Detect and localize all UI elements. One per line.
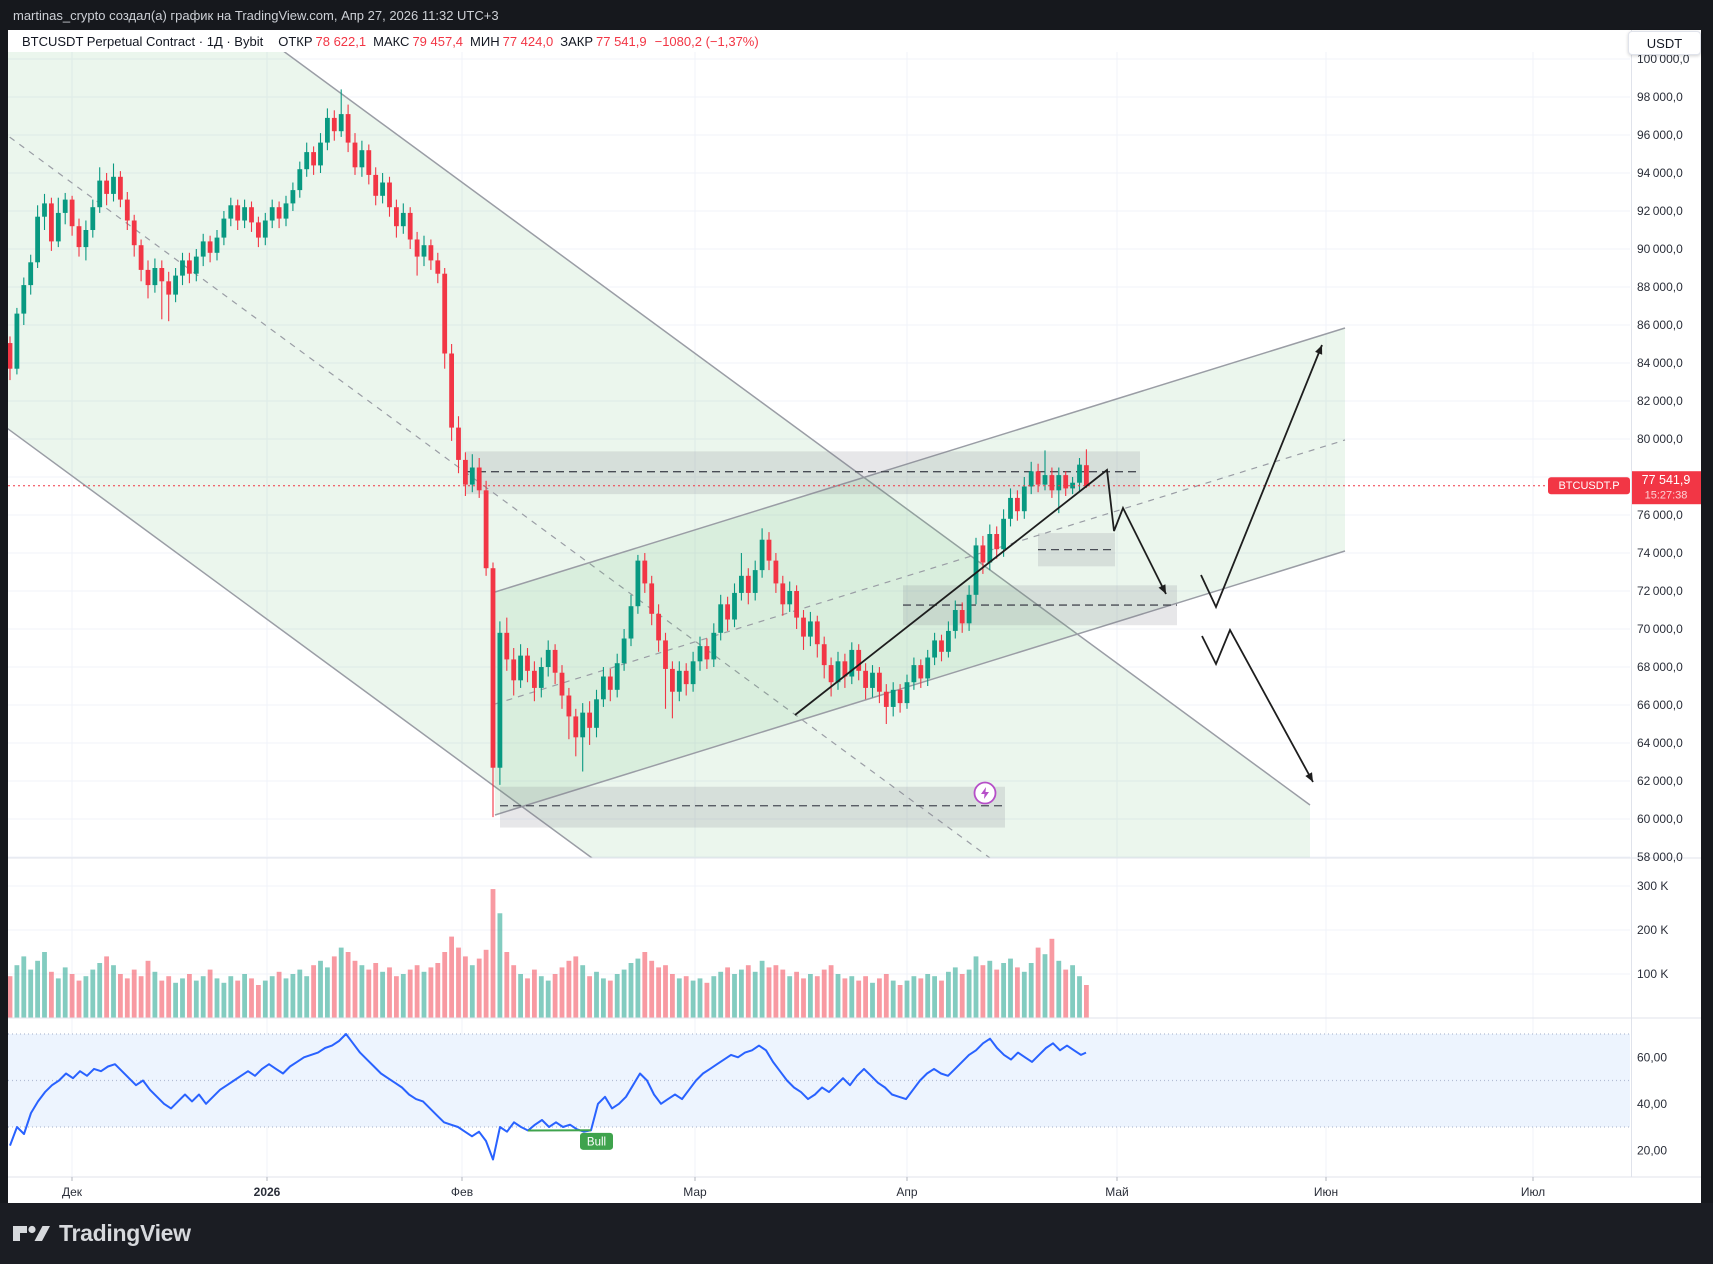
svg-text:60,00: 60,00 — [1637, 1050, 1667, 1064]
svg-text:Мар: Мар — [683, 1185, 707, 1199]
open-value: 78 622,1 — [315, 34, 367, 49]
svg-text:70 000,0: 70 000,0 — [1637, 622, 1683, 636]
svg-text:58 000,0: 58 000,0 — [1637, 850, 1683, 864]
tradingview-logo[interactable]: TradingView — [13, 1220, 191, 1247]
low-label: МИН — [470, 34, 500, 49]
svg-text:20,00: 20,00 — [1637, 1143, 1667, 1157]
svg-text:62 000,0: 62 000,0 — [1637, 774, 1683, 788]
svg-text:100 K: 100 K — [1637, 967, 1668, 981]
svg-text:100 000,0: 100 000,0 — [1637, 52, 1690, 66]
svg-text:90 000,0: 90 000,0 — [1637, 242, 1683, 256]
low-value: 77 424,0 — [502, 34, 554, 49]
svg-text:76 000,0: 76 000,0 — [1637, 508, 1683, 522]
price-axis-tag: 77 541,9 15:27:38 — [1632, 471, 1701, 505]
svg-text:77 541,9: 77 541,9 — [1642, 473, 1691, 487]
svg-text:80 000,0: 80 000,0 — [1637, 432, 1683, 446]
symbol-title[interactable]: BTCUSDT Perpetual Contract · 1Д · Bybit — [22, 34, 264, 49]
svg-text:98 000,0: 98 000,0 — [1637, 90, 1683, 104]
svg-text:2026: 2026 — [254, 1185, 281, 1199]
svg-text:94 000,0: 94 000,0 — [1637, 166, 1683, 180]
svg-text:Апр: Апр — [896, 1185, 918, 1199]
svg-text:Июл: Июл — [1521, 1185, 1545, 1199]
open-label: ОТКР — [278, 34, 313, 49]
svg-text:Фев: Фев — [451, 1185, 473, 1199]
svg-text:Июн: Июн — [1314, 1185, 1338, 1199]
svg-text:82 000,0: 82 000,0 — [1637, 394, 1683, 408]
change-value: −1080,2 (−1,37%) — [654, 34, 759, 49]
high-value: 79 457,4 — [412, 34, 464, 49]
svg-text:92 000,0: 92 000,0 — [1637, 204, 1683, 218]
tradingview-logo-icon — [13, 1225, 50, 1241]
svg-text:60 000,0: 60 000,0 — [1637, 812, 1683, 826]
flash-icon — [973, 781, 997, 805]
chart-card: Bull 100 000,0 98 000,0 96 000,0 94 000,0 92 … — [8, 30, 1701, 1203]
svg-text:66 000,0: 66 000,0 — [1637, 698, 1683, 712]
attribution-text: martinas_crypto создал(а) график на Trad… — [13, 7, 499, 23]
svg-text:200 K: 200 K — [1637, 923, 1668, 937]
svg-text:300 K: 300 K — [1637, 879, 1668, 893]
currency-button[interactable]: USDT — [1628, 31, 1701, 55]
close-value: 77 541,9 — [596, 34, 647, 49]
attribution-bar: martinas_crypto создал(а) график на Trad… — [0, 0, 1713, 30]
svg-text:86 000,0: 86 000,0 — [1637, 318, 1683, 332]
svg-text:40,00: 40,00 — [1637, 1097, 1667, 1111]
svg-text:15:27:38: 15:27:38 — [1645, 490, 1688, 502]
high-label: МАКС — [373, 34, 410, 49]
divergence-label: Bull — [580, 1132, 613, 1150]
bullish-projection-arrow — [1200, 344, 1323, 610]
footer: TradingView — [0, 1203, 1713, 1264]
svg-text:68 000,0: 68 000,0 — [1637, 660, 1683, 674]
svg-text:74 000,0: 74 000,0 — [1637, 546, 1683, 560]
svg-text:Bull: Bull — [587, 1136, 606, 1148]
chart-canvas[interactable]: Bull 100 000,0 98 000,0 96 000,0 94 000,0 92 … — [8, 30, 1701, 1203]
svg-text:72 000,0: 72 000,0 — [1637, 584, 1683, 598]
bearish-projection-arrow — [1201, 627, 1314, 783]
svg-text:84 000,0: 84 000,0 — [1637, 356, 1683, 370]
svg-text:96 000,0: 96 000,0 — [1637, 128, 1683, 142]
close-label: ЗАКР — [560, 34, 593, 49]
tradingview-logo-text: TradingView — [59, 1220, 191, 1246]
symbol-info-row[interactable]: BTCUSDT Perpetual Contract · 1Д · Bybit … — [14, 30, 759, 53]
svg-text:BTCUSDT.P: BTCUSDT.P — [1558, 480, 1619, 492]
svg-text:64 000,0: 64 000,0 — [1637, 736, 1683, 750]
price-symbol-tag: BTCUSDT.P — [1548, 477, 1630, 495]
svg-text:Май: Май — [1105, 1185, 1129, 1199]
svg-text:88 000,0: 88 000,0 — [1637, 280, 1683, 294]
svg-text:Дек: Дек — [62, 1185, 83, 1199]
breakout-retest-arrow — [794, 468, 1167, 716]
